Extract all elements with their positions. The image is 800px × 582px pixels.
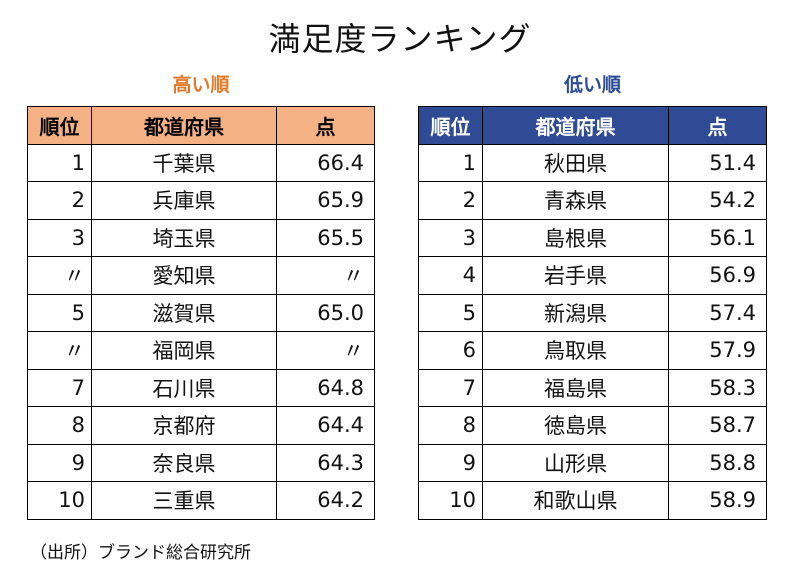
table-row: 5 滋賀県 65.0 <box>27 293 375 332</box>
high-ranking-heading: 高い順 <box>172 74 230 96</box>
prefecture-cell: 愛知県 <box>91 256 277 295</box>
rank-cell: 8 <box>27 406 92 445</box>
rank-cell: 6 <box>418 331 483 370</box>
table-row: 6 鳥取県 57.9 <box>418 331 767 370</box>
rank-cell: 7 <box>418 368 483 407</box>
low-ranking-heading: 低い順 <box>563 74 621 96</box>
rank-cell: 3 <box>27 218 92 257</box>
score-cell: 64.8 <box>276 368 375 407</box>
prefecture-cell: 徳島県 <box>482 406 669 445</box>
table-row: 〃福岡県〃 <box>27 331 375 370</box>
rank-cell: 〃 <box>27 256 92 295</box>
prefecture-cell: 青森県 <box>482 181 669 220</box>
source-note: （出所）ブランド総合研究所 <box>30 543 251 563</box>
rank-cell: 2 <box>418 181 483 220</box>
rank-cell: 1 <box>418 143 483 182</box>
prefecture-cell: 新潟県 <box>482 293 669 332</box>
score-cell: 54.2 <box>668 181 767 220</box>
score-cell: 56.9 <box>668 256 767 295</box>
score-cell: 58.8 <box>668 443 767 482</box>
rank-cell: 5 <box>27 293 92 332</box>
score-cell: 57.4 <box>668 293 767 332</box>
prefecture-cell: 三重県 <box>91 481 277 520</box>
table-row: 1 秋田県 51.4 <box>418 143 767 182</box>
table-row: 3 島根県 56.1 <box>418 218 767 257</box>
score-cell: 〃 <box>276 331 375 370</box>
score-cell: 64.4 <box>276 406 375 445</box>
prefecture-cell: 山形県 <box>482 443 669 482</box>
score-cell: 64.3 <box>276 443 375 482</box>
table-row: 7 福島県 58.3 <box>418 368 767 407</box>
table-row: 8 京都府 64.4 <box>27 406 375 445</box>
rank-cell: 1 <box>27 143 92 182</box>
page-title: 満足度ランキング <box>268 20 532 58</box>
score-cell: 65.0 <box>276 293 375 332</box>
table-row: 7 石川県 64.8 <box>27 368 375 407</box>
score-cell: 〃 <box>276 256 375 295</box>
table-row: 2 兵庫県 65.9 <box>27 181 375 220</box>
score-cell: 64.2 <box>276 481 375 520</box>
prefecture-cell: 鳥取県 <box>482 331 669 370</box>
score-cell: 65.9 <box>276 181 375 220</box>
column-header-rank: 順位 <box>418 106 483 145</box>
table-row: 1 千葉県 66.4 <box>27 143 375 182</box>
score-cell: 58.7 <box>668 406 767 445</box>
rank-cell: 9 <box>27 443 92 482</box>
rank-cell: 〃 <box>27 331 92 370</box>
score-cell: 66.4 <box>276 143 375 182</box>
rank-cell: 7 <box>27 368 92 407</box>
table-row: 9 山形県 58.8 <box>418 443 767 482</box>
table-row: 10 三重県 64.2 <box>27 481 375 520</box>
table-header-row: 順位 都道府県 点 <box>418 106 767 145</box>
prefecture-cell: 滋賀県 <box>91 293 277 332</box>
table-header-row: 順位 都道府県 点 <box>27 106 375 145</box>
table-row: 5 新潟県 57.4 <box>418 293 767 332</box>
prefecture-cell: 福島県 <box>482 368 669 407</box>
rank-cell: 9 <box>418 443 483 482</box>
score-cell: 56.1 <box>668 218 767 257</box>
prefecture-cell: 埼玉県 <box>91 218 277 257</box>
prefecture-cell: 秋田県 <box>482 143 669 182</box>
prefecture-cell: 岩手県 <box>482 256 669 295</box>
table-row: 〃愛知県〃 <box>27 256 375 295</box>
table-row: 3 埼玉県 65.5 <box>27 218 375 257</box>
rank-cell: 10 <box>27 481 92 520</box>
low-ranking-table: 順位 都道府県 点 1 秋田県 51.4 2 青森県 54.2 3 島根県 56.1 4 岩手県 56… <box>418 106 767 520</box>
column-header-rank: 順位 <box>27 106 92 145</box>
high-ranking-table: 順位 都道府県 点 1 千葉県 66.4 2 兵庫県 65.9 3 埼玉県 65.5 〃愛知県〃 5… <box>27 106 375 520</box>
column-header-prefecture: 都道府県 <box>91 106 277 145</box>
table-row: 4 岩手県 56.9 <box>418 256 767 295</box>
table-row: 10 和歌山県 58.9 <box>418 481 767 520</box>
rank-cell: 10 <box>418 481 483 520</box>
prefecture-cell: 島根県 <box>482 218 669 257</box>
prefecture-cell: 奈良県 <box>91 443 277 482</box>
column-header-prefecture: 都道府県 <box>482 106 669 145</box>
rank-cell: 3 <box>418 218 483 257</box>
score-cell: 57.9 <box>668 331 767 370</box>
rank-cell: 2 <box>27 181 92 220</box>
score-cell: 65.5 <box>276 218 375 257</box>
prefecture-cell: 福岡県 <box>91 331 277 370</box>
table-row: 8 徳島県 58.7 <box>418 406 767 445</box>
prefecture-cell: 和歌山県 <box>482 481 669 520</box>
prefecture-cell: 千葉県 <box>91 143 277 182</box>
rank-cell: 8 <box>418 406 483 445</box>
score-cell: 58.3 <box>668 368 767 407</box>
prefecture-cell: 石川県 <box>91 368 277 407</box>
table-row: 9 奈良県 64.3 <box>27 443 375 482</box>
prefecture-cell: 兵庫県 <box>91 181 277 220</box>
column-header-score: 点 <box>668 106 767 145</box>
column-header-score: 点 <box>276 106 375 145</box>
rank-cell: 5 <box>418 293 483 332</box>
score-cell: 58.9 <box>668 481 767 520</box>
score-cell: 51.4 <box>668 143 767 182</box>
prefecture-cell: 京都府 <box>91 406 277 445</box>
rank-cell: 4 <box>418 256 483 295</box>
table-row: 2 青森県 54.2 <box>418 181 767 220</box>
